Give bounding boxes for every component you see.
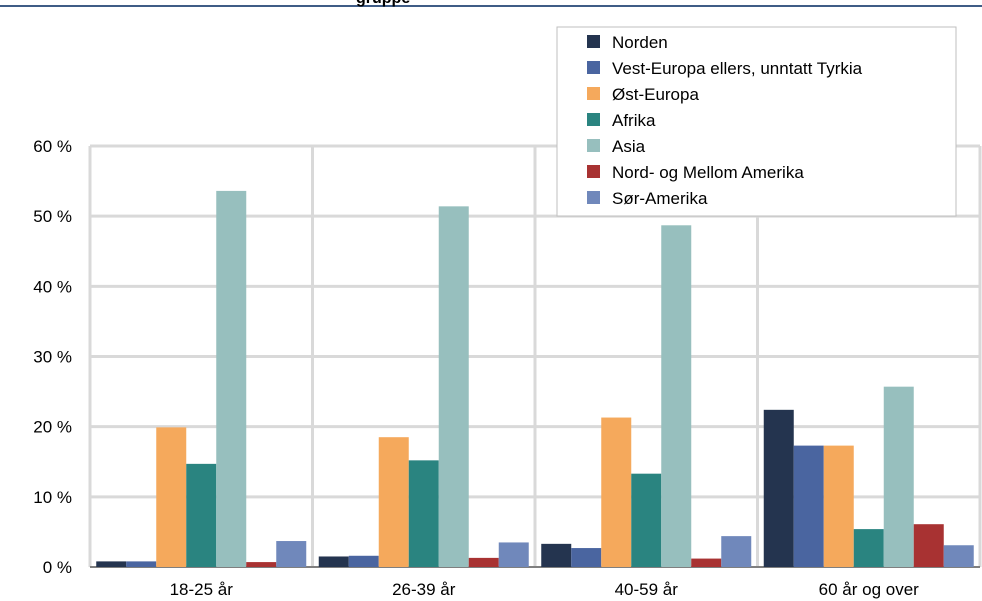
bar (541, 543, 572, 567)
bar (246, 562, 277, 567)
legend-entry: Nord- og Mellom Amerika (612, 163, 804, 182)
bar (943, 545, 974, 567)
bar (793, 445, 824, 567)
legend-swatch (587, 165, 600, 178)
legend-swatch (587, 191, 600, 204)
x-tick-label: 26-39 år (392, 580, 456, 599)
y-tick-label: 50 % (33, 207, 72, 226)
bar (763, 409, 794, 567)
x-tick-label: 18-25 år (170, 580, 234, 599)
bar (378, 437, 409, 567)
legend-swatch (587, 35, 600, 48)
legend-entry: Vest-Europa ellers, unntatt Tyrkia (612, 59, 863, 78)
legend-swatch (587, 61, 600, 74)
bar (721, 536, 752, 567)
bar (156, 427, 187, 567)
bar (913, 524, 944, 567)
y-tick-label: 0 % (43, 558, 72, 577)
bar-layer (96, 190, 974, 568)
y-axis-ticks: 0 % 10 % 20 % 30 % 40 % 50 % 60 % (33, 137, 72, 577)
bar (883, 386, 914, 567)
y-tick-label: 10 % (33, 488, 72, 507)
x-tick-label: 40-59 år (615, 580, 679, 599)
bar (276, 541, 307, 567)
bar (823, 445, 854, 567)
bar (468, 557, 499, 567)
legend-entry: Asia (612, 137, 646, 156)
legend-box (556, 26, 957, 217)
bar (438, 206, 469, 568)
bar (126, 561, 157, 567)
y-tick-label: 30 % (33, 348, 72, 367)
bar (216, 190, 247, 567)
bar (318, 556, 349, 567)
legend-entry: Afrika (612, 111, 656, 130)
bar (186, 463, 217, 567)
bar (348, 555, 379, 567)
legend-swatch (587, 139, 600, 152)
legend-swatch (587, 113, 600, 126)
y-tick-label: 40 % (33, 277, 72, 296)
legend-swatch (587, 87, 600, 100)
bar (96, 561, 127, 567)
x-tick-label: 60 år og over (819, 580, 920, 599)
bar (498, 542, 529, 567)
legend: Norden Vest-Europa ellers, unntatt Tyrkia… (556, 26, 957, 217)
chart-title-fragment: gruppe (356, 0, 410, 7)
bar (601, 417, 632, 567)
bar (571, 548, 602, 567)
bar (631, 473, 662, 567)
x-axis-ticks: 18-25 år 26-39 år 40-59 år 60 år og over (170, 580, 920, 599)
legend-entry: Norden (612, 33, 668, 52)
bar (853, 529, 884, 567)
legend-entry: Øst-Europa (612, 85, 699, 104)
bar (408, 460, 439, 567)
bar (691, 558, 722, 567)
legend-entry: Sør-Amerika (612, 189, 708, 208)
bar (661, 225, 692, 567)
y-tick-label: 20 % (33, 418, 72, 437)
y-tick-label: 60 % (33, 137, 72, 156)
